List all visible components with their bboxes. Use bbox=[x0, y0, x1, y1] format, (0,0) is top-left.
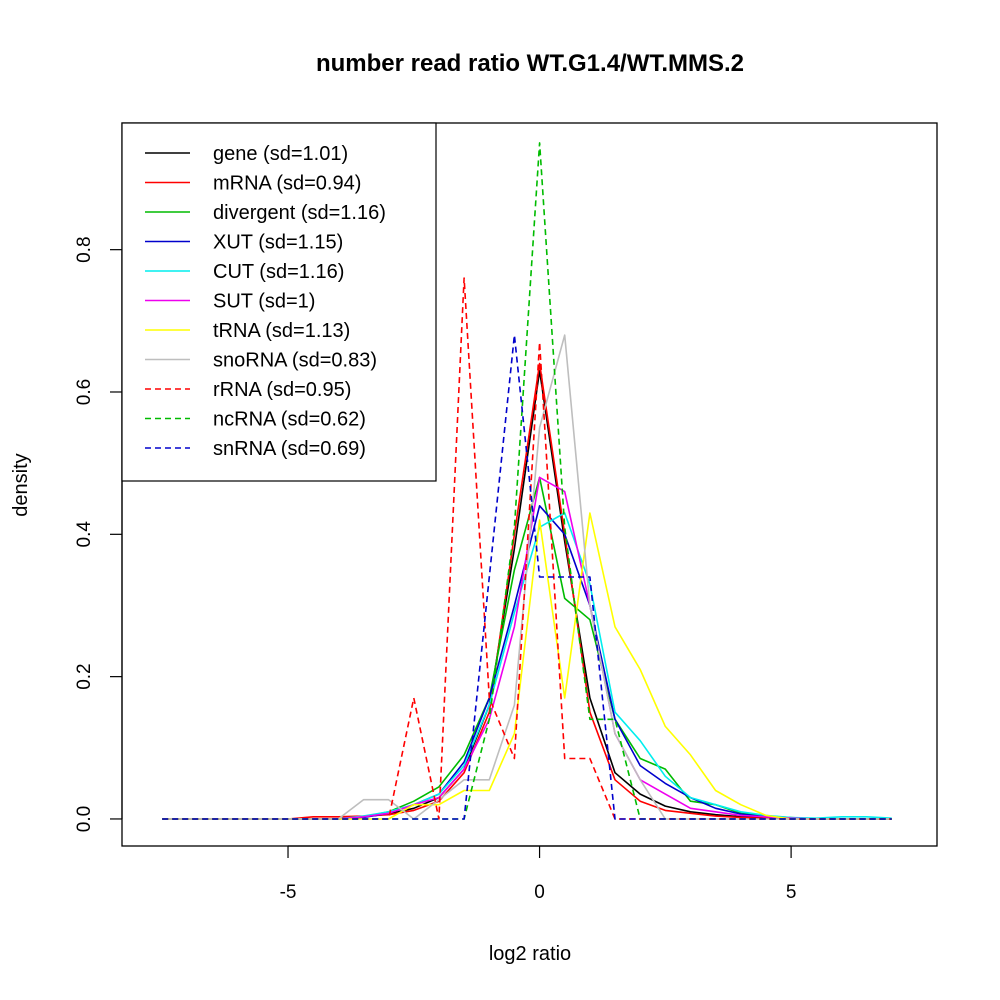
legend: gene (sd=1.01) mRNA (sd=0.94) divergent (s… bbox=[121, 122, 437, 482]
legend-label-0: gene (sd=1.01) bbox=[213, 143, 348, 165]
x-tick-label: -5 bbox=[280, 882, 297, 903]
x-axis-label: log2 ratio bbox=[489, 943, 571, 965]
y-tick-label: 0.0 bbox=[74, 806, 95, 832]
series-line-5 bbox=[162, 476, 892, 820]
y-axis: 0.0 0.2 0.4 0.6 0.8 bbox=[74, 236, 123, 832]
legend-label-9: ncRNA (sd=0.62) bbox=[213, 409, 366, 431]
y-tick-label: 0.6 bbox=[74, 379, 95, 405]
x-tick-label: 5 bbox=[786, 882, 797, 903]
series-line-2 bbox=[162, 476, 892, 820]
legend-label-1: mRNA (sd=0.94) bbox=[213, 173, 361, 195]
legend-label-3: XUT (sd=1.15) bbox=[213, 232, 343, 254]
chart-title: number read ratio WT.G1.4/WT.MMS.2 bbox=[316, 50, 744, 77]
series-layer bbox=[162, 142, 892, 820]
series-line-10 bbox=[162, 334, 892, 820]
y-tick-label: 0.4 bbox=[74, 521, 95, 548]
x-tick-label: 0 bbox=[534, 882, 545, 903]
legend-label-2: divergent (sd=1.16) bbox=[213, 202, 386, 224]
legend-label-6: tRNA (sd=1.13) bbox=[213, 320, 350, 342]
legend-label-8: rRNA (sd=0.95) bbox=[213, 379, 351, 401]
y-axis-label: density bbox=[10, 453, 32, 516]
y-tick-label: 0.8 bbox=[74, 236, 95, 262]
legend-label-7: snoRNA (sd=0.83) bbox=[213, 350, 377, 372]
legend-label-10: snRNA (sd=0.69) bbox=[213, 438, 366, 460]
legend-label-4: CUT (sd=1.16) bbox=[213, 261, 344, 283]
legend-label-5: SUT (sd=1) bbox=[213, 291, 315, 313]
x-axis: -5 0 5 bbox=[280, 845, 797, 903]
y-tick-label: 0.2 bbox=[74, 663, 95, 689]
